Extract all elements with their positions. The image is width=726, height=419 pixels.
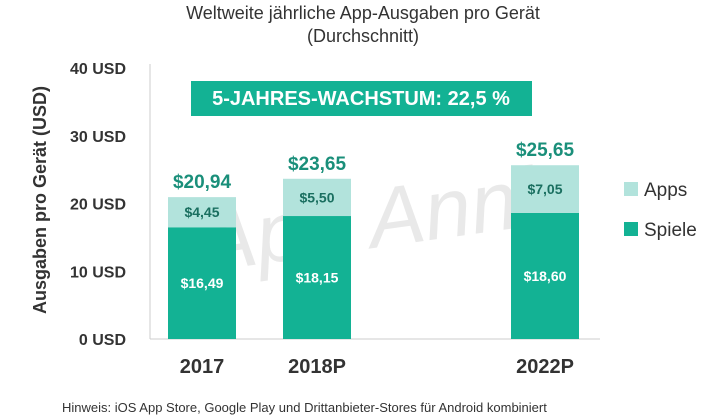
y-tick-label: 40 USD: [70, 61, 126, 78]
total-label: $25,65: [516, 140, 575, 161]
chart-title: Weltweite jährliche App-Ausgaben pro Ger…: [186, 3, 540, 23]
footnote: Hinweis: iOS App Store, Google Play und …: [62, 400, 547, 415]
y-tick-label: 0 USD: [79, 332, 126, 349]
data-label-spiele: $16,49: [181, 275, 224, 291]
data-label-apps: $5,50: [299, 189, 334, 205]
bar-apps-2022p: [511, 165, 579, 213]
bar-spiele-2018p: [283, 216, 351, 339]
legend-label-spiele: Spiele: [644, 220, 697, 241]
legend-label-apps: Apps: [644, 180, 687, 201]
growth-banner: [191, 81, 532, 116]
bar-apps-2017: [168, 197, 236, 228]
data-label-spiele: $18,60: [524, 268, 567, 284]
total-label: $20,94: [173, 172, 232, 193]
total-label: $23,65: [288, 154, 347, 175]
legend-swatch-apps: [624, 182, 638, 196]
y-axis-label: Ausgaben pro Gerät (USD): [30, 86, 50, 314]
chart-subtitle: (Durchschnitt): [307, 26, 419, 46]
bar-spiele-2017: [168, 227, 236, 339]
y-tick-label: 10 USD: [70, 264, 126, 281]
data-label-apps: $7,05: [527, 181, 562, 197]
bar-spiele-2022p: [511, 212, 579, 339]
x-tick-label: 2017: [180, 356, 225, 378]
data-label-apps: $4,45: [184, 204, 219, 220]
legend-swatch-spiele: [624, 222, 638, 236]
y-tick-label: 20 USD: [70, 197, 126, 214]
bar-apps-2018p: [283, 178, 351, 217]
data-label-spiele: $18,15: [296, 270, 339, 286]
x-tick-label: 2022P: [516, 356, 574, 378]
x-tick-label: 2018P: [288, 356, 346, 378]
growth-banner-text: 5-JAHRES-WACHSTUM: 22,5 %: [212, 88, 510, 110]
y-tick-label: 30 USD: [70, 129, 126, 146]
